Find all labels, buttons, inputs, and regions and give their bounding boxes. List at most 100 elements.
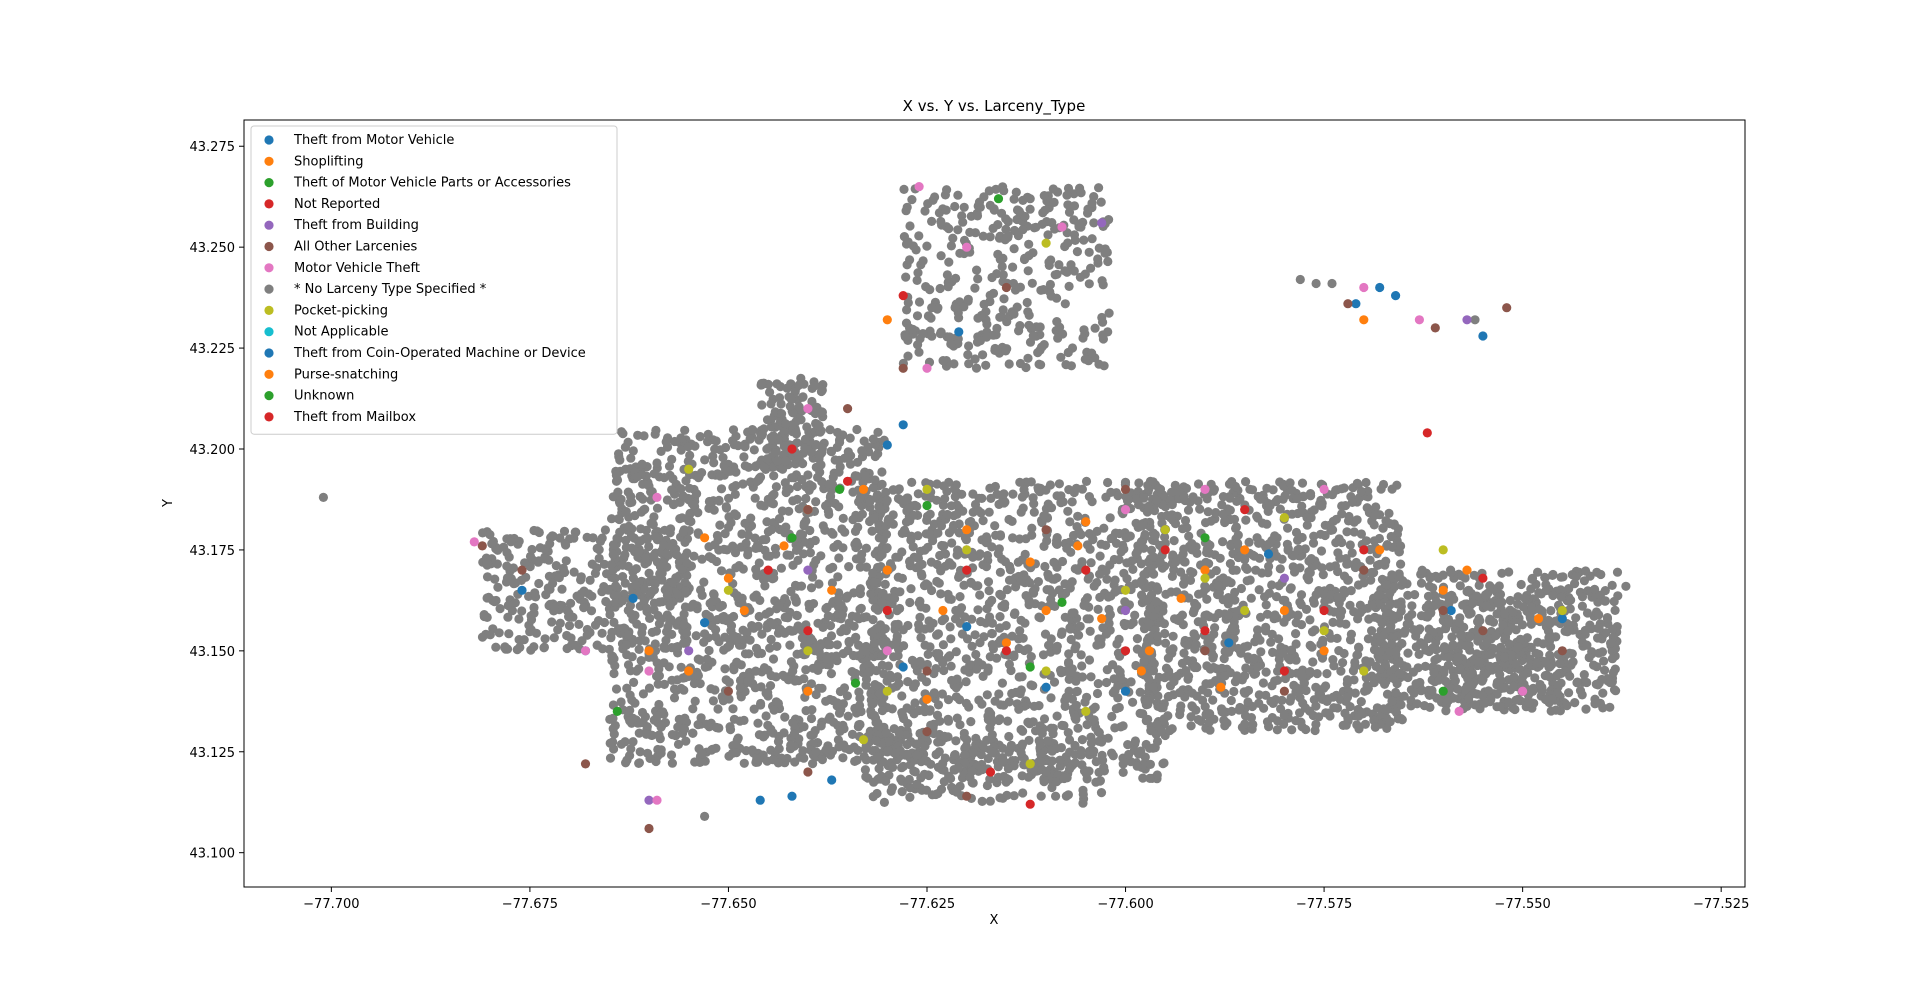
- data-point: [1293, 545, 1303, 555]
- data-point: [1085, 544, 1095, 554]
- data-point: [903, 237, 913, 247]
- data-point: [811, 497, 821, 507]
- data-point: [1011, 187, 1021, 197]
- data-point: [800, 434, 811, 444]
- data-point: [1264, 588, 1274, 598]
- data-point: [1339, 483, 1349, 493]
- data-point: [831, 651, 841, 661]
- data-point: [665, 614, 675, 624]
- data-point: [912, 311, 923, 321]
- data-point: [953, 190, 963, 200]
- data-point: [998, 270, 1008, 280]
- data-point: [888, 485, 898, 495]
- data-point: [1057, 627, 1067, 637]
- data-point: [801, 493, 811, 504]
- data-point: [606, 560, 616, 570]
- data-point: [901, 272, 911, 282]
- data-point: [1057, 556, 1068, 567]
- data-point: [966, 717, 976, 727]
- data-point: [1113, 681, 1123, 691]
- data-point: [610, 720, 620, 731]
- data-point: [844, 562, 854, 572]
- data-point: [1145, 759, 1155, 770]
- data-point: [1387, 696, 1397, 706]
- data-point: [990, 345, 1000, 355]
- data-point: [883, 661, 894, 671]
- data-point: [1446, 568, 1456, 578]
- data-point: [1385, 588, 1395, 599]
- data-point: [855, 584, 866, 594]
- data-point: [1333, 592, 1343, 602]
- data-point: [750, 493, 760, 503]
- data-point: [987, 272, 997, 283]
- data-point: [1067, 608, 1077, 618]
- data-point: [638, 689, 649, 699]
- data-point: [677, 513, 687, 523]
- x-axis-label: X: [990, 913, 999, 928]
- data-point: [1044, 260, 1054, 270]
- data-point: [1139, 656, 1149, 666]
- data-point: [692, 489, 702, 499]
- data-point: [1126, 677, 1136, 687]
- data-point: [940, 731, 950, 741]
- data-point: [1003, 716, 1013, 726]
- data-point: [605, 714, 615, 725]
- data-point: [789, 626, 799, 636]
- data-point: [1605, 702, 1615, 712]
- data-point: [936, 589, 946, 599]
- data-point: [949, 484, 960, 494]
- data-point: [1311, 701, 1321, 711]
- data-point: [561, 540, 571, 550]
- data-point: [642, 722, 652, 732]
- data-point: [1077, 735, 1087, 745]
- data-point: [609, 654, 619, 664]
- data-point: [988, 747, 998, 757]
- data-point: [798, 392, 808, 402]
- data-point: [999, 294, 1009, 304]
- data-point: [805, 548, 816, 558]
- data-point: [1291, 639, 1301, 649]
- data-point: [777, 409, 787, 419]
- data-point: [923, 311, 934, 321]
- data-point: [1056, 352, 1066, 362]
- data-point: [1233, 538, 1243, 549]
- data-point: [1409, 688, 1419, 698]
- data-point: [1003, 764, 1014, 774]
- data-point: [967, 641, 977, 651]
- data-point: [1029, 507, 1039, 517]
- data-point: [1014, 672, 1024, 682]
- data-point: [649, 469, 659, 479]
- data-point: [1046, 503, 1057, 513]
- data-point: [1252, 632, 1262, 642]
- data-point: [983, 577, 994, 587]
- data-point: [529, 525, 539, 536]
- data-point: [912, 779, 922, 789]
- data-point: [482, 593, 492, 603]
- data-point: [1132, 761, 1142, 771]
- data-point: [975, 590, 985, 600]
- data-point: [902, 739, 912, 750]
- data-point: [725, 725, 736, 735]
- data-point: [798, 549, 809, 559]
- data-point: [1125, 531, 1135, 541]
- data-point: [981, 360, 991, 370]
- data-point: [1220, 671, 1230, 681]
- data-point: [667, 758, 678, 768]
- data-point: [787, 473, 797, 483]
- data-point: [897, 573, 908, 584]
- data-point: [706, 684, 716, 694]
- data-point: [1325, 562, 1335, 572]
- data-point: [1346, 629, 1356, 639]
- data-point: [921, 785, 932, 795]
- data-point: [1076, 746, 1086, 756]
- data-point: [1316, 529, 1326, 539]
- data-point: [1217, 500, 1227, 510]
- data-point: [1137, 521, 1147, 531]
- data-point: [915, 334, 925, 344]
- data-point: [1079, 600, 1089, 611]
- data-point: [1376, 484, 1386, 494]
- data-point: [955, 608, 965, 618]
- data-point: [1577, 690, 1587, 700]
- data-point: [623, 630, 634, 640]
- data-point: [1189, 662, 1200, 673]
